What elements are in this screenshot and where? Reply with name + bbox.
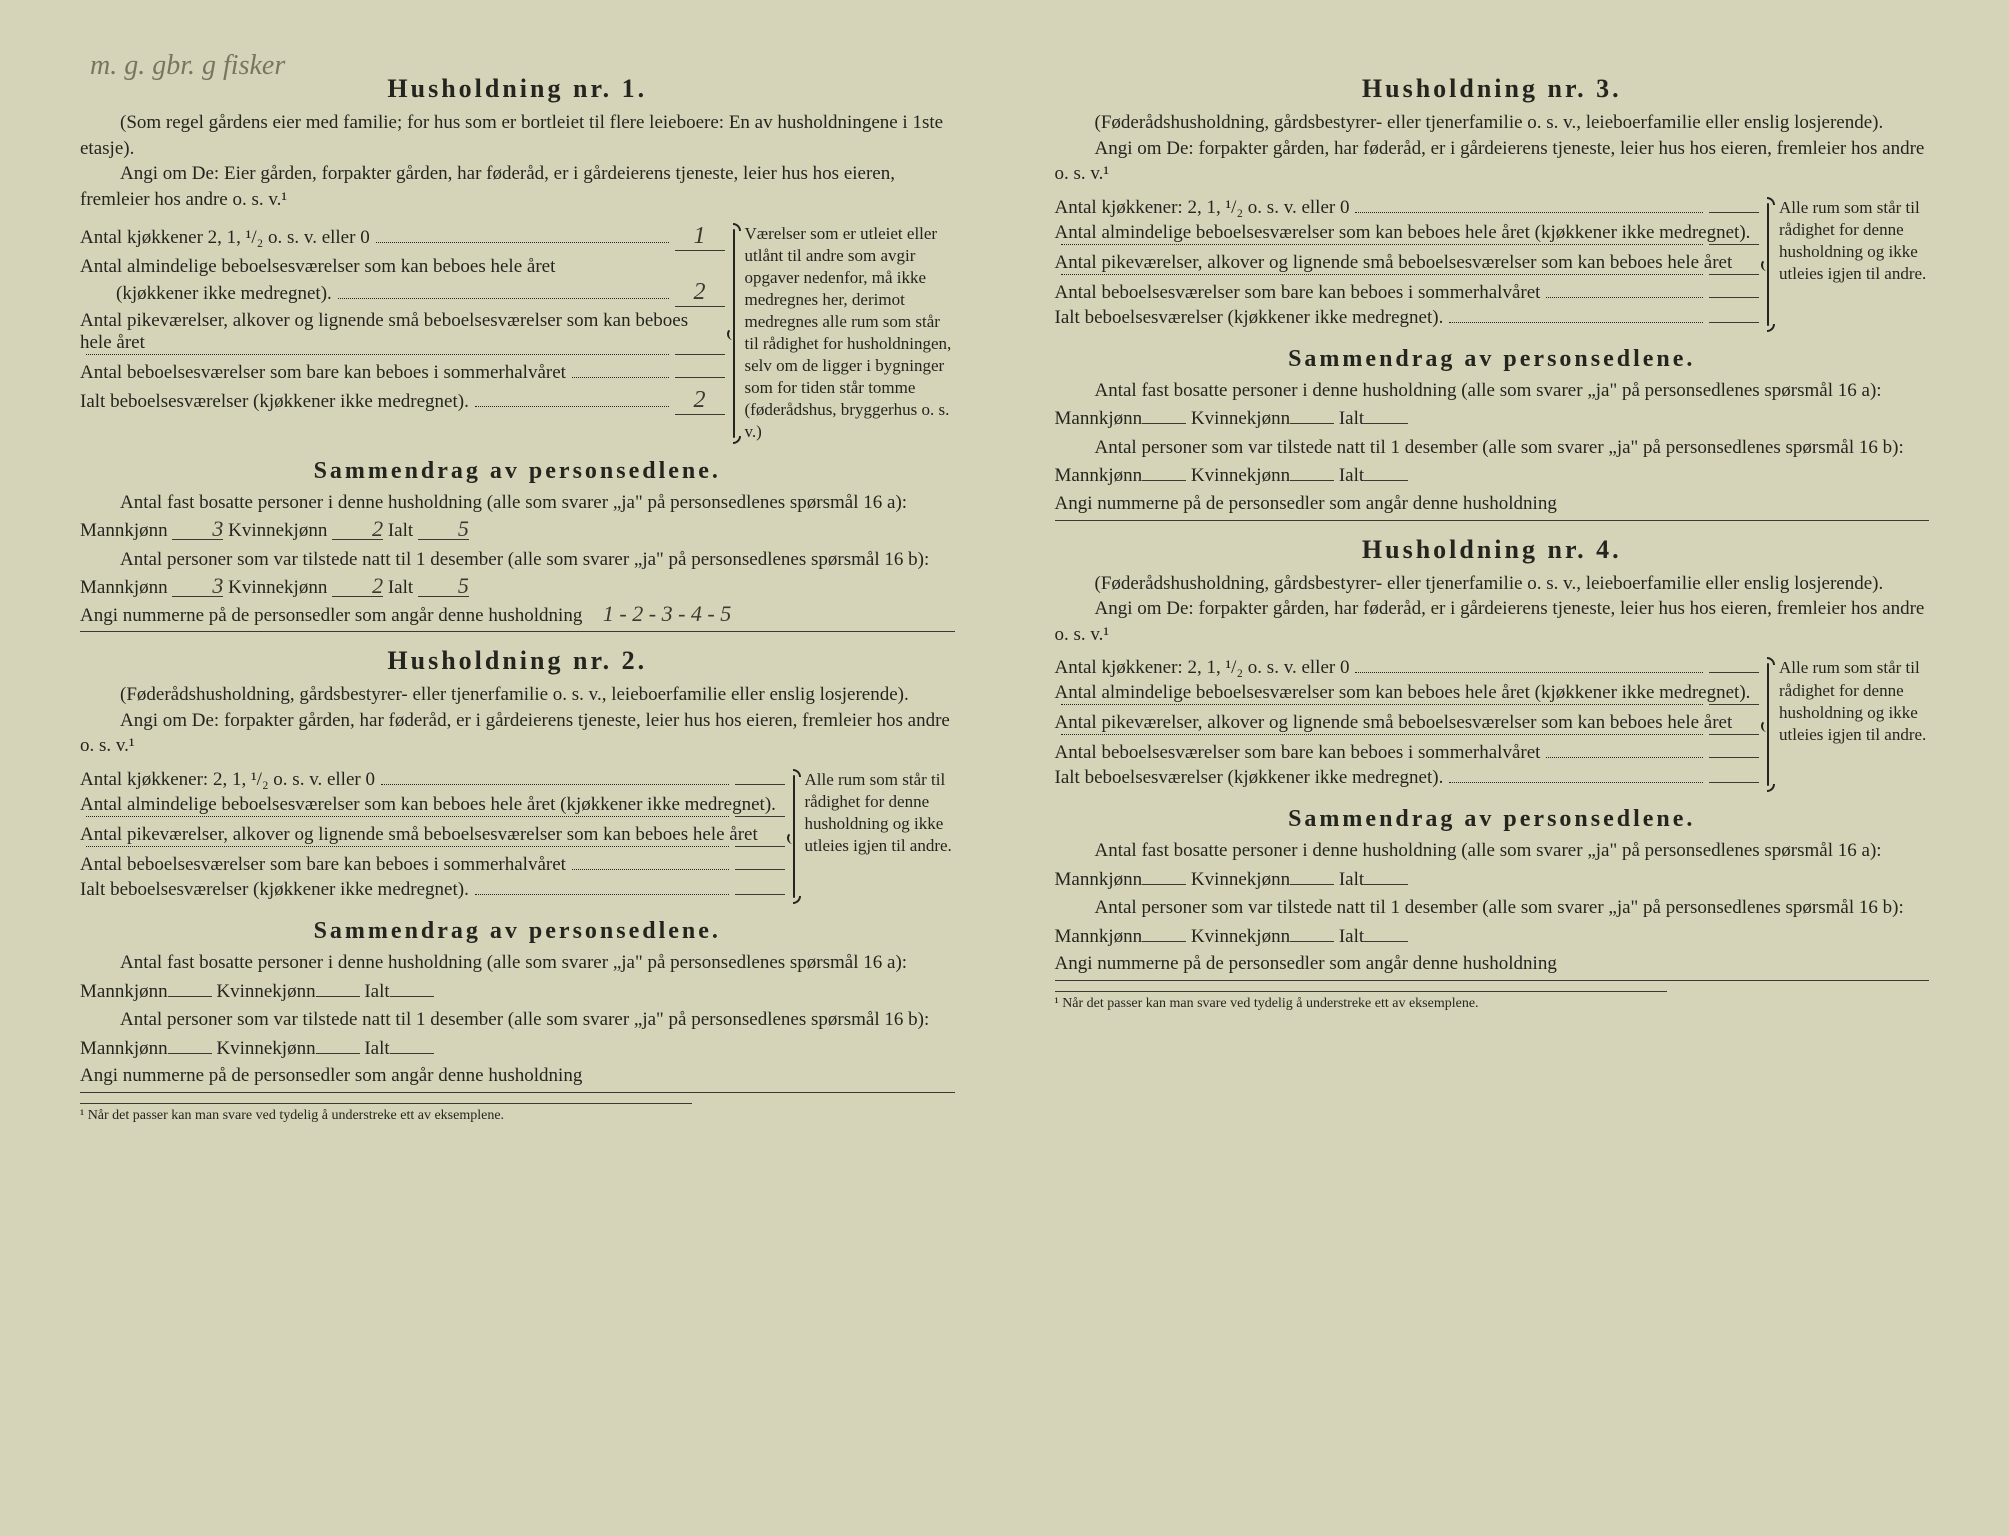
angi-pre: Angi om De: [120, 163, 224, 184]
rooms-sidenote: Alle rum som står til rådighet for denne… [1759, 657, 1929, 792]
kvinne-value: 2 [332, 519, 383, 540]
angi-line: Angi om De: Eier gården, forpakter gårde… [80, 161, 955, 212]
rooms-left: Antal kjøkkener: 2, 1, ¹/₂ o. s. v. elle… [1055, 197, 1760, 332]
rooms-sidenote: Værelser som er utleiet eller utlånt til… [725, 223, 955, 444]
household-intro: (Føderådshusholdning, gårdsbestyrer- ell… [1055, 110, 1930, 136]
kvinne-value: 2 [332, 576, 383, 597]
summary-title: Sammendrag av personsedlene. [1055, 346, 1930, 373]
q-total: Ialt beboelsesværelser (kjøkkener ikke m… [1055, 767, 1760, 789]
numbers-value: 1 - 2 - 3 - 4 - 5 [587, 604, 747, 624]
summary-title: Sammendrag av personsedlene. [80, 918, 955, 945]
household-4: Husholdning nr. 4. (Føderådshusholdning,… [1055, 535, 1930, 982]
angi-line: Angi om De: forpakter gården, har føderå… [1055, 136, 1930, 187]
q-kitchen: Antal kjøkkener: 2, 1, ¹/₂ o. s. v. elle… [80, 769, 785, 791]
q-rooms: Antal almindelige beboelsesværelser som … [1055, 682, 1760, 709]
household-intro: (Som regel gårdens eier med familie; for… [80, 110, 955, 161]
left-page: m. g. gbr. g fisker Husholdning nr. 1. (… [30, 40, 1005, 1496]
rooms-left: Antal kjøkkener: 2, 1, ¹/₂ o. s. v. elle… [80, 769, 785, 904]
q-kitchen: Antal kjøkkener: 2, 1, ¹/₂ o. s. v. elle… [1055, 197, 1760, 219]
q-total: Ialt beboelsesværelser (kjøkkener ikke m… [1055, 307, 1760, 329]
summary-title: Sammendrag av personsedlene. [80, 458, 955, 485]
summary-16a: Antal fast bosatte personer i denne hush… [1055, 377, 1930, 434]
numbers-line: Angi nummerne på de personsedler som ang… [80, 1063, 955, 1093]
rooms-block: Antal kjøkkener: 2, 1, ¹/₂ o. s. v. elle… [1055, 657, 1930, 792]
q-pike: Antal pikeværelser, alkover og lignende … [1055, 712, 1760, 739]
q-pike: Antal pikeværelser, alkover og lignende … [1055, 252, 1760, 279]
brace-icon [1761, 657, 1775, 792]
numbers-line: Angi nummerne på de personsedler som ang… [1055, 491, 1930, 521]
q-rooms: Antal almindelige beboelsesværelser som … [80, 794, 785, 821]
household-1: Husholdning nr. 1. (Som regel gårdens ei… [80, 74, 955, 632]
q-summer: Antal beboelsesværelser som bare kan beb… [1055, 282, 1760, 304]
dots [376, 242, 669, 243]
summary-16b: Antal personer som var tilstede natt til… [80, 1006, 955, 1063]
q-kitchen: Antal kjøkkener 2, 1, ¹/₂ o. s. v. eller… [80, 223, 725, 251]
right-page: Husholdning nr. 3. (Føderådshusholdning,… [1005, 40, 1980, 1496]
ialt-value: 5 [418, 519, 469, 540]
household-3: Husholdning nr. 3. (Føderådshusholdning,… [1055, 74, 1930, 521]
angi-underline: Eier gården, [224, 163, 317, 184]
household-intro: (Føderådshusholdning, gårdsbestyrer- ell… [1055, 571, 1930, 597]
rooms-left: Antal kjøkkener 2, 1, ¹/₂ o. s. v. eller… [80, 223, 725, 444]
q-total: Ialt beboelsesværelser (kjøkkener ikke m… [80, 387, 725, 415]
brace-icon [1761, 197, 1775, 332]
angi-line: Angi om De: forpakter gården, har føderå… [80, 708, 955, 759]
summary-16b: Antal personer som var tilstede natt til… [1055, 434, 1930, 491]
q-total: Ialt beboelsesværelser (kjøkkener ikke m… [80, 879, 785, 901]
q-rooms: Antal almindelige beboelsesværelser som … [1055, 222, 1760, 249]
value: 2 [675, 279, 725, 307]
household-title: Husholdning nr. 4. [1055, 535, 1930, 565]
summary-16a: Antal fast bosatte personer i denne hush… [1055, 837, 1930, 894]
footnote: ¹ Når det passer kan man svare ved tydel… [80, 1103, 692, 1124]
brace-icon [727, 223, 741, 444]
q-kitchen: Antal kjøkkener: 2, 1, ¹/₂ o. s. v. elle… [1055, 657, 1760, 679]
handwriting-annotation: m. g. gbr. g fisker [90, 50, 285, 82]
value: 1 [675, 223, 725, 251]
value [675, 354, 725, 355]
value [675, 377, 725, 378]
rooms-block: Antal kjøkkener: 2, 1, ¹/₂ o. s. v. elle… [1055, 197, 1930, 332]
q-summer: Antal beboelsesværelser som bare kan beb… [80, 854, 785, 876]
rooms-block: Antal kjøkkener 2, 1, ¹/₂ o. s. v. eller… [80, 223, 955, 444]
label: Antal kjøkkener 2, 1, ¹/₂ o. s. v. eller… [80, 227, 370, 249]
summary-16b: Antal personer som var tilstede natt til… [1055, 894, 1930, 951]
summary-16a: Antal fast bosatte personer i denne hush… [80, 489, 955, 546]
summary-title: Sammendrag av personsedlene. [1055, 806, 1930, 833]
q-rooms: Antal almindelige beboelsesværelser som … [80, 254, 725, 280]
q-summer: Antal beboelsesværelser som bare kan beb… [80, 362, 725, 384]
value: 2 [675, 387, 725, 415]
household-intro: (Føderådshusholdning, gårdsbestyrer- ell… [80, 682, 955, 708]
brace-icon [787, 769, 801, 904]
mann-value: 3 [172, 519, 223, 540]
q-pike: Antal pikeværelser, alkover og lignende … [80, 824, 785, 851]
household-title: Husholdning nr. 3. [1055, 74, 1930, 104]
summary-16a: Antal fast bosatte personer i denne hush… [80, 949, 955, 1006]
rooms-block: Antal kjøkkener: 2, 1, ¹/₂ o. s. v. elle… [80, 769, 955, 904]
q-rooms-sub: (kjøkkener ikke medregnet). 2 [80, 279, 725, 307]
ialt-value: 5 [418, 576, 469, 597]
q-summer: Antal beboelsesværelser som bare kan beb… [1055, 742, 1760, 764]
rooms-sidenote: Alle rum som står til rådighet for denne… [785, 769, 955, 904]
rooms-left: Antal kjøkkener: 2, 1, ¹/₂ o. s. v. elle… [1055, 657, 1760, 792]
summary-16b: Antal personer som var tilstede natt til… [80, 546, 955, 603]
numbers-line: Angi nummerne på de personsedler som ang… [1055, 951, 1930, 981]
mann-value: 3 [172, 576, 223, 597]
numbers-line: Angi nummerne på de personsedler som ang… [80, 603, 955, 633]
q-pike: Antal pikeværelser, alkover og lignende … [80, 310, 725, 359]
footnote: ¹ Når det passer kan man svare ved tydel… [1055, 991, 1667, 1012]
household-2: Husholdning nr. 2. (Føderådshusholdning,… [80, 646, 955, 1093]
household-title: Husholdning nr. 2. [80, 646, 955, 676]
angi-line: Angi om De: forpakter gården, har føderå… [1055, 596, 1930, 647]
rooms-sidenote: Alle rum som står til rådighet for denne… [1759, 197, 1929, 332]
